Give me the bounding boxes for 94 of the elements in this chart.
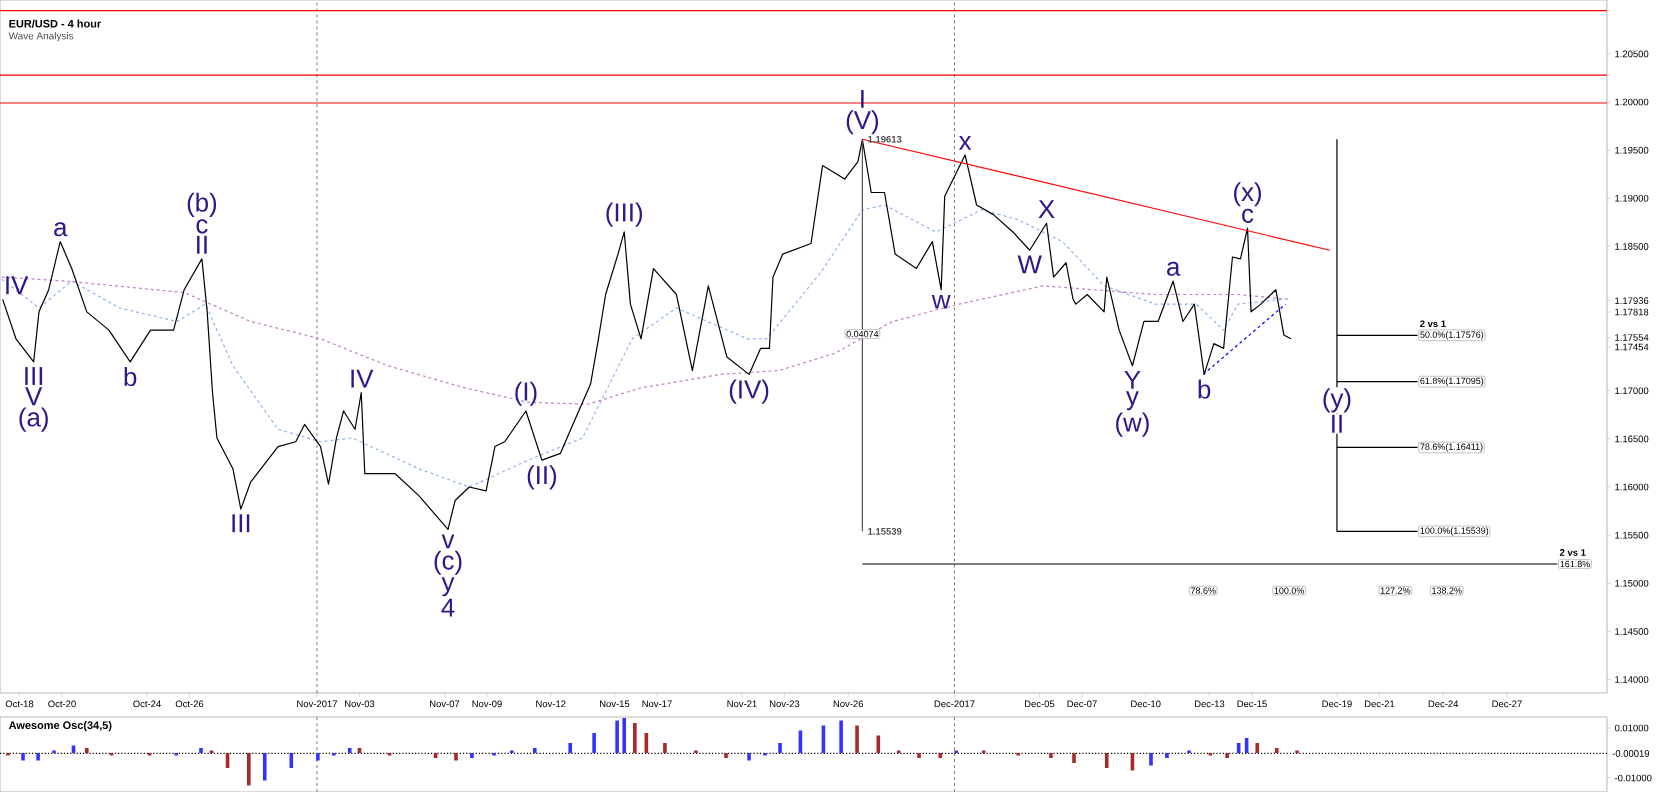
y-tick-label: 1.14000: [1615, 676, 1649, 683]
annotation: a: [54, 222, 68, 237]
x-tick-label: Dec-24: [1428, 700, 1459, 708]
ref-line-label: -0.00019: [1612, 750, 1650, 757]
y-tick-label: 1.20000: [1615, 98, 1649, 106]
text: Wave Analysis: [8, 32, 74, 42]
annotation: w: [931, 294, 951, 309]
x-tick-label: Oct-18: [5, 700, 34, 708]
x-tick-label: Nov-21: [727, 700, 757, 708]
annotation: (V): [846, 110, 879, 135]
annotation: 100.0%(1.15539): [1420, 527, 1489, 536]
annotation: (a): [19, 407, 48, 432]
y-tick-label: 1.15500: [1615, 531, 1649, 539]
annotation: I: [861, 89, 864, 108]
x-tick-label: Dec-21: [1364, 700, 1395, 708]
y-tick-label: 1.14500: [1615, 628, 1649, 635]
annotation: c: [1242, 208, 1254, 223]
annotation: 4: [441, 598, 455, 617]
x-tick-label: Oct-26: [175, 700, 204, 708]
y-tick-label: 1.17554: [1615, 334, 1649, 341]
text: EUR/USD - 4 hour: [9, 19, 102, 28]
y-tick-label: 1.17454: [1615, 343, 1649, 351]
x-tick-label: Nov-03: [345, 700, 375, 708]
x-tick-label: Nov-23: [769, 700, 800, 708]
annotation: III: [25, 367, 43, 385]
annotation: (w): [1116, 412, 1149, 437]
x-tick-label: Nov-07: [430, 700, 460, 708]
annotation: V: [25, 387, 43, 406]
x-tick-label: Nov-26: [833, 700, 864, 708]
annotation: 1.15539: [868, 528, 902, 535]
x-tick-label: Nov-2017: [297, 700, 338, 708]
y-tick-label: 1.17936: [1615, 297, 1649, 305]
annotation: x: [958, 136, 972, 150]
x-tick-label: Dec-15: [1237, 700, 1267, 708]
annotation: (II): [527, 465, 557, 490]
annotation: (IV): [729, 379, 769, 404]
annotation: W: [1017, 255, 1042, 274]
x-tick-label: Dec-19: [1322, 700, 1352, 708]
x-tick-label: Nov-09: [472, 700, 502, 708]
annotation: (b): [187, 192, 217, 217]
annotation: y: [441, 577, 455, 597]
x-tick-label: Oct-24: [133, 700, 161, 708]
annotation: b: [124, 367, 137, 387]
annotation: 2 vs 1: [1559, 549, 1586, 556]
y-tick-label: 1.17000: [1615, 387, 1649, 395]
x-tick-label: Dec-05: [1024, 700, 1055, 708]
annotation: 0.04074: [846, 330, 879, 338]
y-tick-label: -0.01000: [1614, 774, 1652, 782]
y-tick-label: 1.18500: [1615, 243, 1649, 250]
annotation: 100.0%: [1274, 587, 1305, 594]
annotation: IV: [351, 369, 374, 388]
annotation: (x): [1234, 182, 1262, 207]
annotation: 50.0%(1.17576): [1420, 331, 1484, 340]
annotation: 78.6%: [1190, 587, 1216, 594]
annotation: 61.8%(1.17095): [1420, 377, 1484, 386]
annotation: 161.8%: [1560, 560, 1590, 568]
annotation: v: [441, 534, 455, 549]
y-tick-label: 1.17818: [1615, 308, 1649, 316]
x-tick-label: Nov-12: [536, 700, 566, 708]
y-tick-label: 1.20500: [1615, 50, 1649, 58]
x-tick-label: Oct-20: [48, 700, 76, 708]
annotation: II: [197, 235, 207, 254]
y-tick-label: 1.15000: [1615, 579, 1649, 587]
annotation: (III): [606, 202, 643, 227]
x-tick-label: Dec-07: [1067, 700, 1097, 708]
annotation: Y: [1124, 370, 1141, 389]
x-tick-label: Dec-2017: [934, 700, 975, 708]
annotation: 138.2%: [1432, 587, 1462, 594]
x-tick-label: Nov-17: [642, 700, 672, 708]
y-tick-label: 0.01000: [1614, 724, 1649, 732]
x-tick-label: Dec-10: [1131, 700, 1161, 708]
annotation: (c): [434, 550, 462, 575]
annotation: (I): [515, 381, 537, 406]
annotation: c: [196, 219, 208, 234]
y-tick-label: 1.19500: [1615, 146, 1649, 154]
chart-title: Awesome Osc(34,5): [8, 721, 112, 732]
annotation: 1.19613: [868, 135, 902, 143]
y-tick-label: 1.19000: [1615, 194, 1649, 202]
annotation: 78.6%(1.16411): [1420, 443, 1483, 452]
annotation: 127.2%: [1380, 587, 1411, 594]
annotation: II: [1332, 414, 1342, 433]
x-tick-label: Dec-27: [1492, 700, 1522, 708]
annotation: 2 vs 1: [1420, 320, 1446, 328]
annotation: y: [1126, 391, 1139, 411]
y-tick-label: 1.16500: [1615, 435, 1649, 443]
x-tick-label: Nov-15: [600, 700, 630, 708]
x-tick-label: Dec-13: [1194, 700, 1225, 708]
y-tick-label: 1.16000: [1615, 483, 1649, 491]
annotation: (y): [1323, 388, 1351, 413]
annotation: III: [232, 514, 250, 533]
annotation: X: [1038, 200, 1055, 219]
annotation: IV: [6, 276, 29, 295]
annotation: b: [1198, 379, 1211, 399]
annotation: a: [1167, 261, 1181, 276]
